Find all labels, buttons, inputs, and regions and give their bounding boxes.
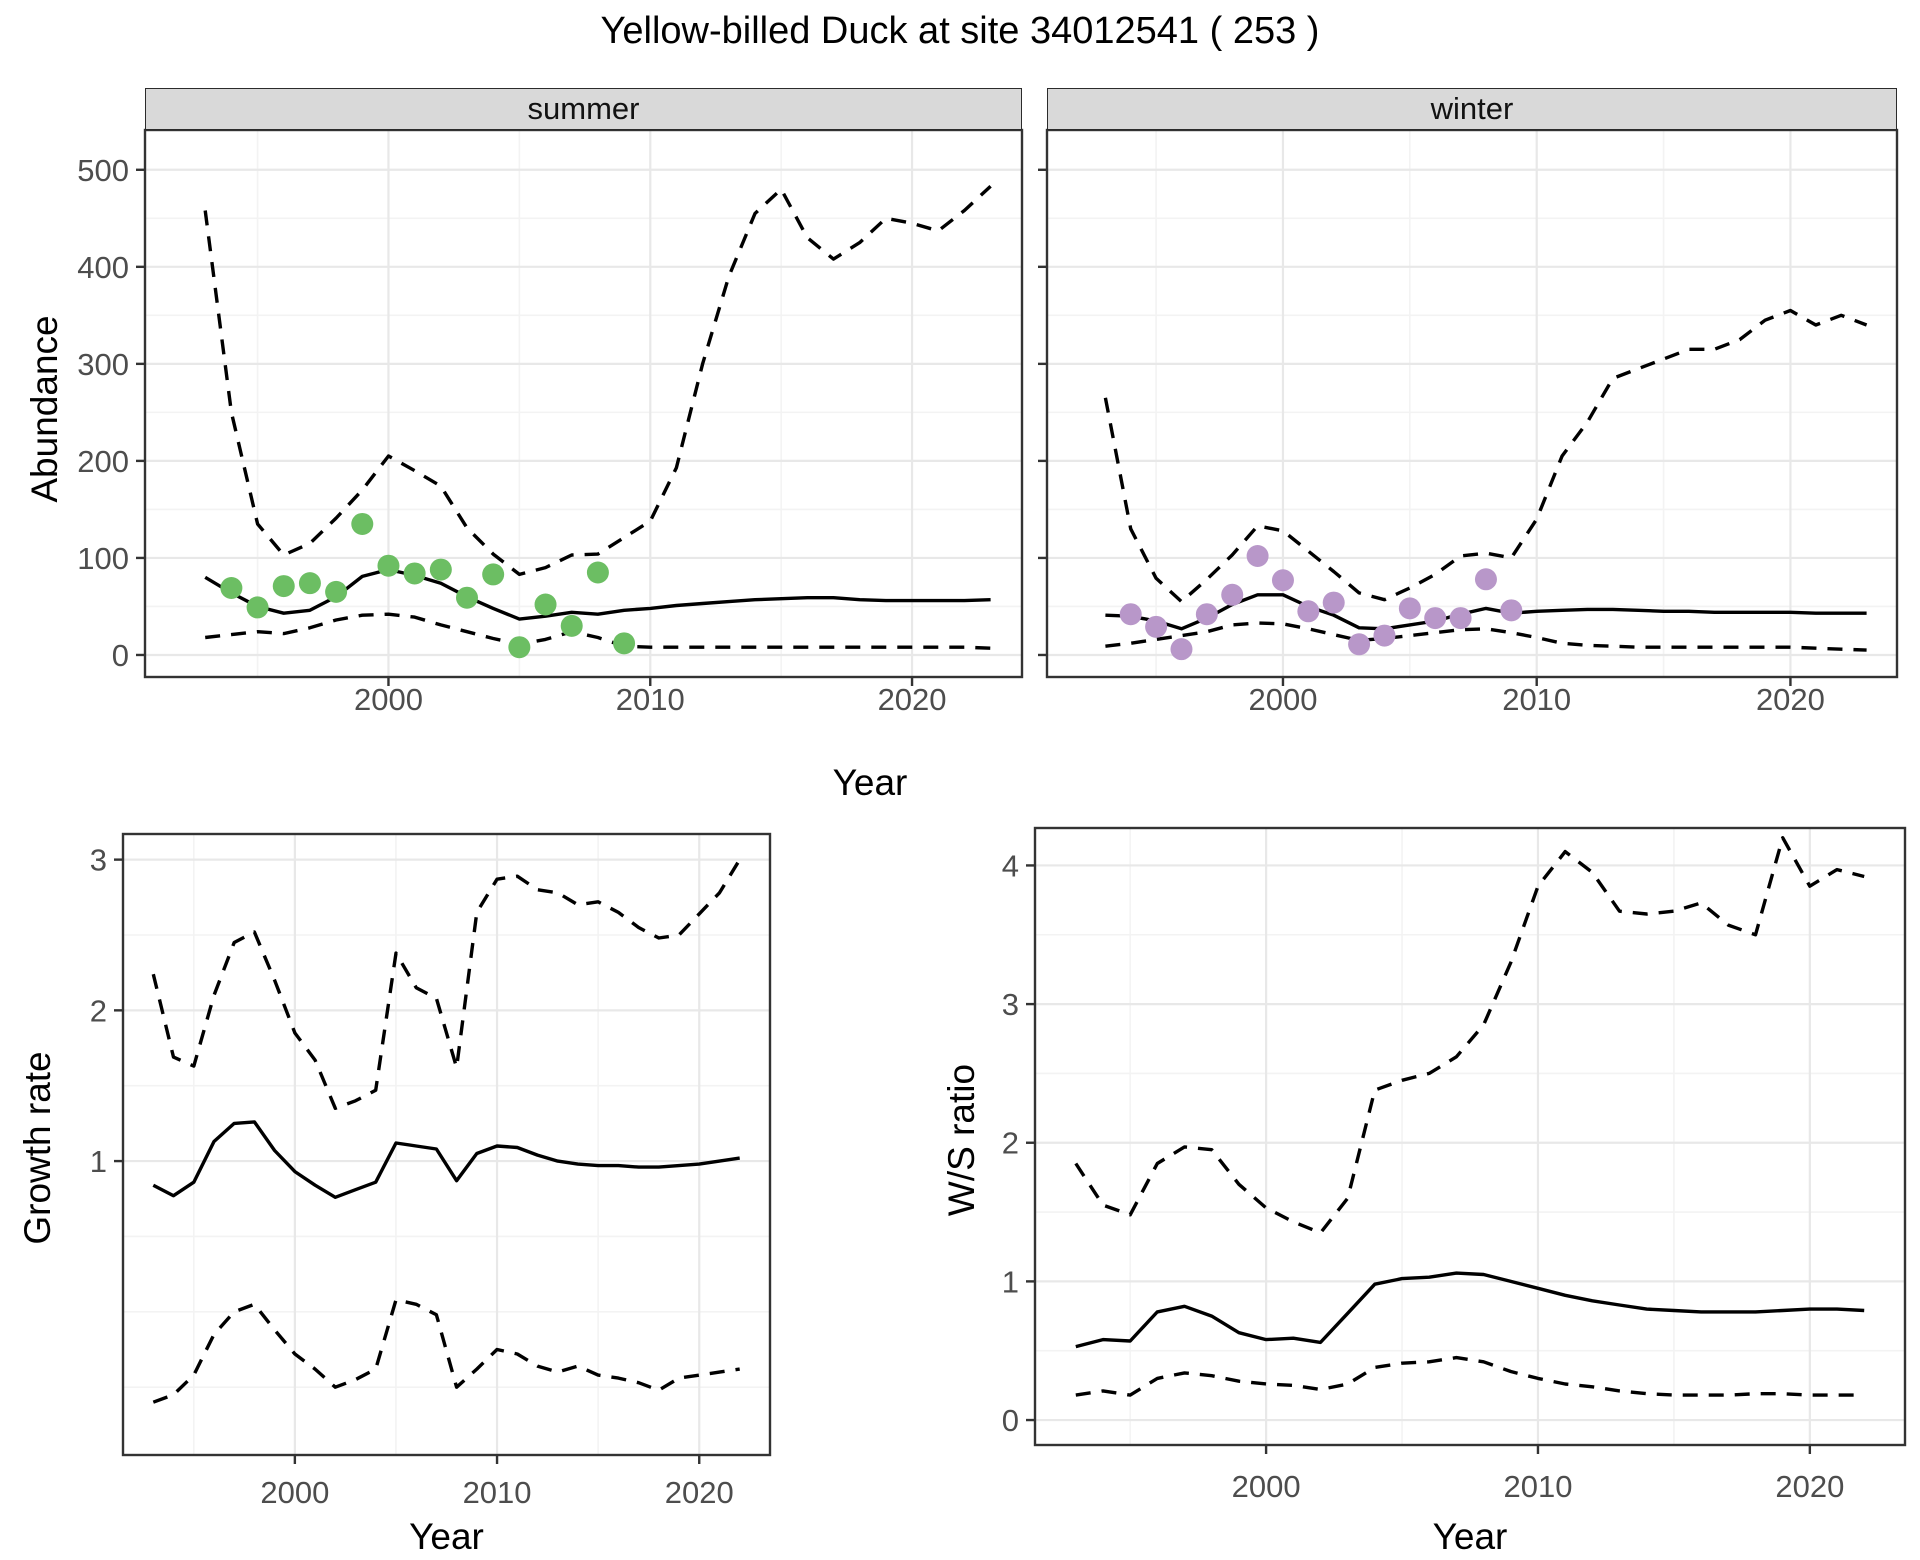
panel-background — [145, 130, 1022, 677]
y-tick-label: 0 — [112, 638, 129, 673]
observation-point — [377, 554, 400, 577]
ws-x-axis-title: Year — [1432, 1516, 1508, 1557]
growth-rate-panel: 2000 2010 2020 1 2 3 — [90, 832, 772, 1510]
y-tick-label: 300 — [77, 347, 129, 382]
facet-strip-winter-label: winter — [1430, 91, 1514, 126]
observation-point — [351, 512, 374, 535]
observation-point — [1297, 600, 1320, 623]
x-tick-label: 2010 — [616, 682, 685, 717]
observation-point — [1170, 638, 1193, 661]
panel-background — [1035, 828, 1905, 1445]
observation-point — [325, 580, 348, 603]
x-tick-label: 2010 — [1502, 682, 1571, 717]
observation-point — [1449, 607, 1472, 630]
ci-upper-line — [1074, 836, 1865, 1235]
y-tick-label: 1 — [90, 1144, 107, 1179]
y-tick-label: 2 — [90, 993, 107, 1028]
observation-point — [1246, 544, 1269, 567]
y-tick-label: 3 — [90, 843, 107, 878]
y-tick-label: 2 — [1002, 1126, 1019, 1161]
observation-point — [246, 596, 269, 619]
y-tick-label: 4 — [1002, 848, 1019, 883]
ci-lower-line — [1075, 1355, 1865, 1397]
fit-line — [1075, 1271, 1865, 1349]
x-tick-label: 2020 — [665, 1475, 734, 1510]
x-tick-label: 2000 — [1248, 682, 1317, 717]
panel-border — [121, 832, 772, 1457]
observation-point — [482, 563, 505, 586]
facet-strip-winter: winter — [1047, 88, 1897, 130]
observation-point — [1398, 597, 1421, 620]
panel-border — [1033, 826, 1907, 1447]
observation-point — [1474, 568, 1497, 591]
x-tick-label: 2000 — [354, 682, 423, 717]
observation-point — [1322, 591, 1345, 614]
y-tick-label: 1 — [1002, 1264, 1019, 1299]
observation-point — [1500, 599, 1523, 622]
observation-point — [298, 572, 321, 595]
y-tick-label: 0 — [1002, 1403, 1019, 1438]
summer-panel: 2000 2010 2020 0 100 200 300 400 500 — [77, 128, 1024, 717]
observation-point — [456, 586, 479, 609]
observation-point — [534, 593, 557, 616]
top-x-axis-title: Year — [832, 762, 908, 803]
ci-lower-line — [152, 1298, 740, 1404]
y-tick-label: 500 — [77, 153, 129, 188]
observation-point — [586, 561, 609, 584]
fit-line — [152, 1120, 740, 1199]
x-tick-label: 2020 — [1756, 682, 1825, 717]
growth-axis-title: Growth rate — [17, 1051, 58, 1245]
panel-background — [123, 834, 770, 1455]
y-tick-label: 3 — [1002, 987, 1019, 1022]
observation-point — [1348, 633, 1371, 656]
abundance-axis-title: Abundance — [24, 315, 65, 503]
observation-point — [220, 577, 243, 600]
observation-point — [1221, 583, 1244, 606]
x-tick-label: 2010 — [1503, 1469, 1572, 1504]
ws-ratio-panel: 2000 2010 2020 0 1 2 3 4 — [1002, 826, 1907, 1504]
observation-point — [1271, 569, 1294, 592]
observation-point — [429, 558, 452, 581]
y-tick-label: 400 — [77, 250, 129, 285]
observation-point — [1119, 603, 1142, 626]
x-tick-label: 2000 — [260, 1475, 329, 1510]
panel-border — [143, 128, 1024, 679]
x-tick-label: 2010 — [463, 1475, 532, 1510]
ci-upper-line — [1103, 308, 1868, 604]
x-tick-label: 2020 — [1775, 1469, 1844, 1504]
observation-point — [272, 575, 295, 598]
observation-point — [1195, 603, 1218, 626]
observation-point — [613, 632, 636, 655]
ci-upper-line — [203, 185, 992, 577]
panel-border — [1045, 128, 1899, 679]
ci-lower-line — [205, 612, 991, 650]
observation-point — [508, 636, 531, 659]
observation-point — [403, 562, 426, 585]
observation-point — [1373, 624, 1396, 647]
facet-strip-summer: summer — [145, 88, 1022, 130]
panel-background — [1047, 130, 1897, 677]
y-tick-label: 200 — [77, 444, 129, 479]
observation-point — [1145, 615, 1168, 638]
observation-point — [560, 614, 583, 637]
x-tick-label: 2020 — [878, 682, 947, 717]
growth-x-axis-title: Year — [409, 1516, 484, 1557]
observation-point — [1424, 607, 1447, 630]
facet-strip-summer-label: summer — [527, 91, 640, 126]
x-tick-label: 2000 — [1232, 1469, 1301, 1504]
ci-upper-line — [151, 858, 742, 1110]
ws-axis-title: W/S ratio — [941, 1063, 982, 1217]
y-tick-label: 100 — [77, 541, 129, 576]
winter-panel: 2000 2010 2020 — [1038, 128, 1899, 717]
chart-title: Yellow-billed Duck at site 34012541 ( 25… — [600, 10, 1320, 52]
